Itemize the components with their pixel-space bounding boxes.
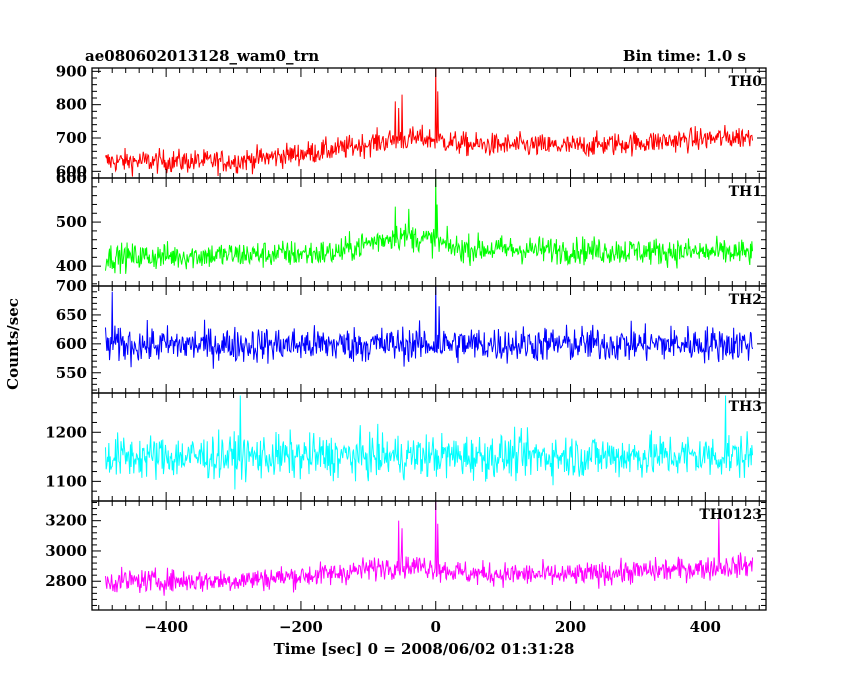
bin-time-label: Bin time: 1.0 s [623, 47, 746, 65]
panel-name-label: TH1 [729, 184, 762, 200]
y-tick-label: 800 [56, 96, 87, 114]
y-tick-label: 700 [56, 277, 87, 295]
y-tick-label: 600 [56, 335, 87, 353]
series-th0 [105, 68, 754, 177]
x-tick-label: 0 [431, 618, 441, 636]
y-axis-label: Counts/sec [4, 298, 22, 390]
panel-frame [91, 500, 767, 611]
x-tick-label: −200 [279, 618, 323, 636]
panels-group: 600 700 800 900 TH0 400 500 600 TH1 550 600 650 700 T… [45, 62, 767, 611]
y-tick-label: 1200 [45, 423, 87, 441]
series-th0123 [104, 501, 754, 596]
y-tick-label: 700 [56, 129, 87, 147]
panel-th0123: 2800 3000 3200 TH0123 [45, 500, 767, 611]
y-tick-label: 3200 [45, 512, 87, 530]
series-th3 [104, 395, 754, 490]
x-tick-label: −400 [144, 618, 188, 636]
y-tick-label: 3000 [45, 542, 87, 560]
panel-name-label: TH0123 [699, 507, 762, 523]
x-axis-label: Time [sec] 0 = 2008/06/02 01:31:28 [274, 640, 575, 658]
y-tick-label: 900 [56, 62, 87, 80]
y-tick-label: 500 [56, 213, 87, 231]
y-tick-label: 650 [56, 306, 87, 324]
y-tick-label: 2800 [45, 572, 87, 590]
y-tick-label: 400 [56, 257, 87, 275]
y-tick-label: 1100 [45, 472, 87, 490]
panel-th2: 550 600 650 700 TH2 [56, 277, 767, 394]
x-tick-label: 400 [690, 618, 721, 636]
panel-th0: 600 700 800 900 TH0 [56, 62, 767, 180]
panel-name-label: TH0 [729, 74, 763, 90]
chart-title: ae080602013128_wam0_trn [85, 47, 319, 65]
series-th1 [104, 178, 754, 274]
x-tick-label: 200 [555, 618, 586, 636]
panel-th1: 400 500 600 TH1 [56, 169, 767, 287]
panel-name-label: TH3 [729, 399, 762, 415]
x-axis: −400 −200 0 200 400 [144, 618, 721, 636]
y-tick-label: 550 [56, 364, 87, 382]
panel-name-label: TH2 [729, 292, 762, 308]
series-th2 [104, 286, 754, 369]
y-tick-label: 600 [56, 169, 87, 187]
y-tick-label: 600 [56, 162, 87, 180]
panel-th3: 1100 1200 TH3 [45, 392, 767, 502]
